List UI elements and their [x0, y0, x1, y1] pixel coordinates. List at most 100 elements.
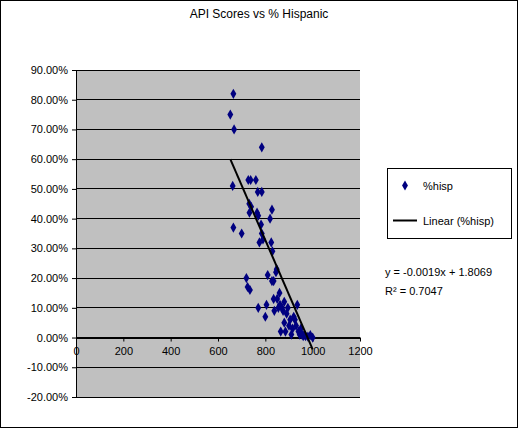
point: [285, 303, 291, 313]
tick: 10.00%: [31, 302, 76, 314]
tick-label: 40.00%: [31, 213, 69, 225]
tick: 60.00%: [31, 153, 76, 165]
tick-label: 200: [115, 345, 133, 357]
tick: 20.00%: [31, 272, 76, 284]
point: [269, 205, 275, 215]
tick-label: 30.00%: [31, 242, 69, 254]
tick-mark: [360, 338, 361, 342]
tick-label: 600: [209, 345, 227, 357]
point: [267, 214, 273, 224]
tick-label: 1200: [348, 345, 372, 357]
point: [248, 175, 254, 185]
tick-mark: [72, 129, 76, 130]
grid-line: [76, 129, 360, 130]
tick-mark: [265, 338, 266, 342]
legend: %hisp Linear (%hisp): [388, 169, 512, 239]
chart-frame: [1, 1, 518, 428]
tick-mark: [72, 159, 76, 160]
point: [231, 124, 237, 134]
tick-label: -10.00%: [27, 361, 68, 373]
point: [230, 222, 236, 232]
plot-area: [76, 70, 360, 397]
title: API Scores vs % Hispanic: [190, 7, 329, 21]
point: [255, 303, 261, 313]
point: [253, 175, 259, 185]
tick: 50.00%: [31, 183, 76, 195]
tick: 400: [162, 338, 180, 358]
tick: 1200: [348, 338, 372, 358]
tick-mark: [72, 189, 76, 190]
tick-mark: [72, 219, 76, 220]
tick-label: 800: [257, 345, 275, 357]
point: [281, 318, 287, 328]
tick-mark: [218, 338, 219, 342]
point: [277, 288, 283, 298]
tick: 70.00%: [31, 123, 76, 135]
tick-label: 400: [162, 345, 180, 357]
legend-swatch: [393, 220, 417, 222]
tick: -10.00%: [27, 361, 76, 373]
point: [262, 312, 268, 322]
tick-mark: [72, 248, 76, 249]
tick-mark: [72, 308, 76, 309]
point: [239, 228, 245, 238]
chart: API Scores vs % Hispanic -20.00% -10.00% 0.…: [0, 0, 518, 428]
tick-label: 80.00%: [31, 94, 69, 106]
tick-mark: [72, 70, 76, 71]
x-axis: 0 200 400 600 800 1000 1200: [73, 338, 372, 358]
annotation: R² = 0.7047: [385, 285, 443, 297]
grid-line: [76, 367, 360, 368]
tick: 80.00%: [31, 94, 76, 106]
grid-line: [76, 307, 360, 308]
point: [271, 276, 277, 286]
legend-label: %hisp: [423, 180, 453, 192]
tick-label: 1000: [301, 345, 325, 357]
grid-line: [76, 99, 360, 100]
y-axis: -20.00% -10.00% 0.00% 10.00% 20.00% 30.00% 40.…: [27, 64, 76, 403]
tick-mark: [72, 367, 76, 368]
tick-mark: [171, 338, 172, 342]
tick: 90.00%: [31, 64, 76, 76]
point: [230, 181, 236, 191]
point: [247, 285, 253, 295]
tick-mark: [72, 100, 76, 101]
tick-label: 90.00%: [31, 64, 69, 76]
tick: 30.00%: [31, 242, 76, 254]
legend-box: [388, 169, 512, 239]
tick-label: 70.00%: [31, 123, 69, 135]
tick: 800: [257, 338, 275, 358]
tick: 200: [115, 338, 133, 358]
grid-line: [76, 159, 360, 160]
tick: -20.00%: [27, 391, 76, 403]
grid-line: [76, 397, 360, 398]
point: [259, 187, 265, 197]
tick-label: 20.00%: [31, 272, 69, 284]
legend-label: Linear (%hisp): [423, 215, 494, 227]
grid-line: [76, 248, 360, 249]
tick: 600: [209, 338, 227, 358]
tick-label: 0: [73, 345, 79, 357]
trend-line: [230, 159, 312, 349]
tick-mark: [76, 338, 77, 342]
point: [227, 109, 233, 119]
grid-line: [76, 278, 360, 279]
tick: 40.00%: [31, 213, 76, 225]
point: [259, 142, 265, 152]
grid-line: [76, 188, 360, 189]
tick: 0.00%: [37, 332, 76, 344]
grid-line: [76, 70, 360, 71]
tick-label: -20.00%: [27, 391, 68, 403]
tick-mark: [72, 397, 76, 398]
legend-swatch: [402, 180, 408, 190]
tick-mark: [72, 278, 76, 279]
grid-line: [76, 218, 360, 219]
point: [243, 273, 249, 283]
grid: [76, 70, 360, 397]
tick-label: 10.00%: [31, 302, 69, 314]
point: [268, 237, 274, 247]
annotation: y = -0.0019x + 1.8069: [385, 266, 492, 278]
point: [264, 300, 270, 310]
tick-mark: [123, 338, 124, 342]
marks: [227, 89, 315, 350]
point: [265, 270, 271, 280]
